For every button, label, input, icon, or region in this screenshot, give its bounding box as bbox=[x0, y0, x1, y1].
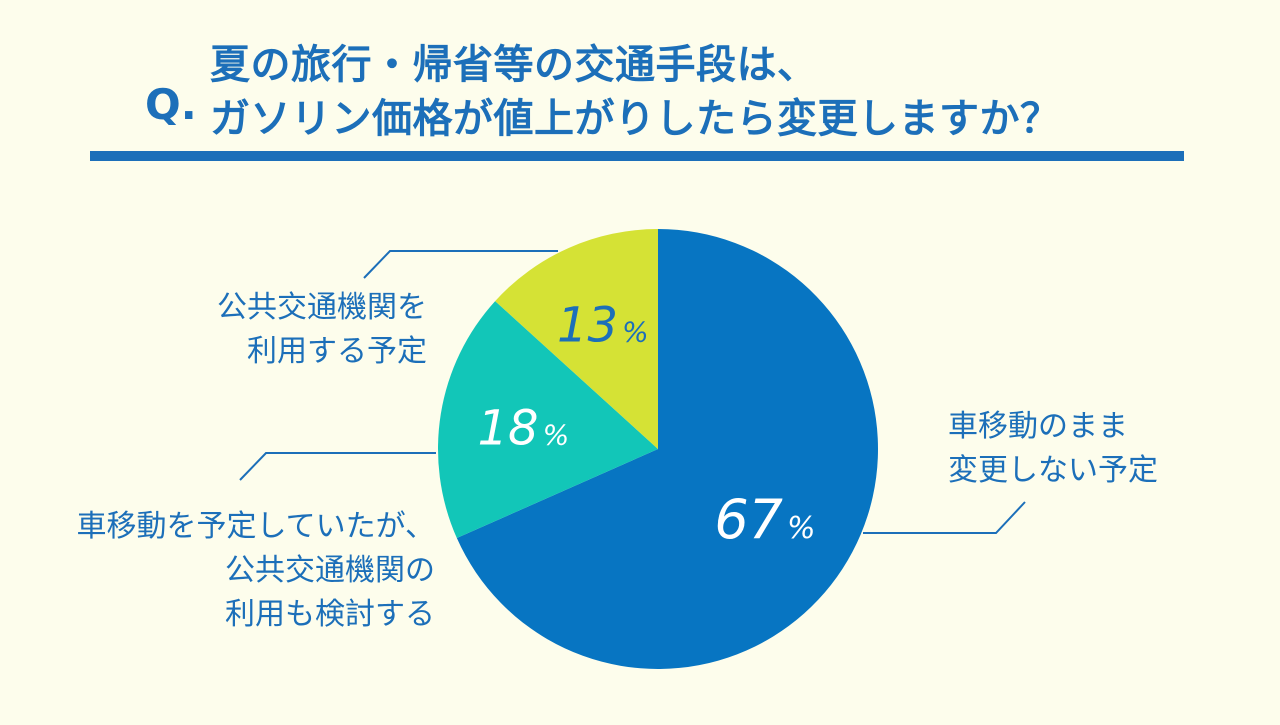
slice-label-car-unchanged: 車移動のまま 変更しない予定 bbox=[948, 405, 1158, 493]
slice-label-line: 変更しない予定 bbox=[948, 453, 1158, 488]
leader-line-public-transport bbox=[363, 250, 558, 279]
pie-slice-car-unchanged bbox=[456, 229, 879, 670]
pie-slice-considering-public bbox=[438, 301, 658, 539]
slice-label-line: 公共交通機関の bbox=[225, 553, 435, 588]
pct-label-public-transport-value: 13 bbox=[557, 298, 618, 354]
slice-label-considering-public: 車移動を予定していたが、公共交通機関の 利用も検討する bbox=[77, 505, 436, 637]
slice-label-line: 車移動のまま bbox=[948, 409, 1128, 444]
leader-line-car-unchanged bbox=[863, 501, 1026, 534]
question-title-line-1: 夏の旅行・帰省等の交通手段は、 bbox=[210, 42, 818, 88]
pct-label-considering-public-unit: % bbox=[543, 419, 570, 452]
slice-label-public-transport: 公共交通機関を利用する予定 bbox=[217, 286, 427, 374]
pct-label-car-unchanged: 67% bbox=[714, 488, 815, 551]
pct-label-considering-public-value: 18 bbox=[478, 401, 539, 457]
pie-slice-public-transport bbox=[495, 229, 658, 449]
slice-label-line: 公共交通機関を bbox=[217, 290, 427, 325]
pct-label-public-transport-unit: % bbox=[622, 316, 649, 349]
question-title-line-2: ガソリン価格が値上がりしたら変更しますか？ bbox=[210, 96, 1061, 142]
question-mark: Q. bbox=[145, 80, 197, 129]
slice-label-line: 利用も検討する bbox=[225, 597, 435, 632]
pct-label-public-transport: 13% bbox=[557, 298, 649, 354]
header-divider bbox=[90, 151, 1184, 161]
pct-label-considering-public: 18% bbox=[478, 401, 570, 457]
pct-label-car-unchanged-value: 67 bbox=[714, 488, 783, 551]
question-header: Q. 夏の旅行・帰省等の交通手段は、 ガソリン価格が値上がりしたら変更しますか？ bbox=[140, 28, 1160, 148]
pct-label-car-unchanged-unit: % bbox=[787, 511, 816, 546]
slice-label-line: 車移動を予定していたが、 bbox=[76, 509, 436, 544]
slice-label-line: 利用する予定 bbox=[247, 334, 427, 369]
leader-line-considering-public bbox=[239, 452, 436, 481]
